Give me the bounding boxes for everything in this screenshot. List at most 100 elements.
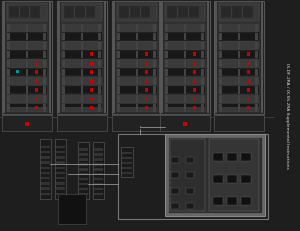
Bar: [227, 175, 237, 183]
Bar: [81, 60, 83, 68]
Bar: [7, 34, 10, 41]
Bar: [81, 87, 83, 94]
Bar: [219, 52, 222, 59]
Bar: [62, 42, 102, 51]
Bar: [62, 25, 65, 32]
Bar: [7, 105, 10, 112]
Bar: [247, 80, 250, 83]
Bar: [153, 105, 156, 112]
Bar: [136, 43, 138, 50]
Bar: [219, 33, 260, 42]
Bar: [20, 7, 29, 19]
Bar: [81, 52, 83, 59]
Bar: [49, 3, 51, 113]
Bar: [6, 4, 48, 112]
Bar: [207, 3, 209, 113]
Bar: [219, 25, 222, 32]
Bar: [171, 172, 179, 178]
Bar: [247, 97, 250, 101]
Bar: [34, 71, 38, 74]
Bar: [90, 71, 93, 74]
Bar: [165, 104, 206, 112]
Bar: [79, 168, 88, 171]
Bar: [247, 71, 250, 74]
Bar: [256, 87, 259, 94]
Bar: [153, 52, 156, 59]
Bar: [219, 60, 260, 68]
Bar: [165, 24, 206, 33]
Bar: [165, 33, 206, 42]
Bar: [26, 69, 28, 76]
Bar: [165, 42, 206, 51]
Bar: [41, 172, 50, 174]
Bar: [165, 78, 206, 86]
Bar: [56, 182, 65, 185]
Bar: [41, 146, 50, 149]
Bar: [98, 105, 101, 112]
Bar: [2, 2, 52, 115]
Bar: [7, 24, 47, 33]
Bar: [262, 3, 263, 113]
Bar: [3, 3, 5, 113]
Bar: [79, 188, 88, 190]
Bar: [7, 78, 10, 85]
Bar: [117, 78, 157, 86]
Bar: [62, 60, 65, 68]
Bar: [178, 7, 188, 19]
Bar: [219, 86, 260, 95]
Bar: [256, 69, 259, 76]
Bar: [26, 52, 28, 59]
Bar: [242, 197, 251, 205]
Bar: [153, 87, 156, 94]
Bar: [219, 42, 260, 51]
Bar: [219, 34, 222, 41]
Bar: [117, 25, 120, 32]
Bar: [117, 78, 120, 85]
Bar: [201, 78, 204, 85]
Bar: [98, 52, 101, 59]
Bar: [117, 104, 157, 112]
Bar: [256, 43, 259, 50]
Bar: [43, 52, 46, 59]
Bar: [7, 108, 47, 112]
Bar: [201, 52, 204, 59]
Bar: [78, 142, 89, 199]
Bar: [167, 7, 177, 19]
Bar: [165, 51, 206, 59]
Bar: [215, 3, 217, 113]
Bar: [43, 96, 46, 103]
Bar: [43, 34, 46, 41]
Bar: [26, 25, 28, 32]
Bar: [62, 60, 102, 68]
Bar: [145, 71, 148, 74]
Bar: [238, 105, 240, 112]
Bar: [81, 25, 83, 32]
Bar: [0, 118, 274, 231]
Bar: [113, 3, 115, 113]
Bar: [168, 137, 262, 213]
Bar: [117, 95, 157, 104]
Bar: [145, 88, 148, 92]
Bar: [90, 106, 93, 110]
Bar: [247, 106, 250, 110]
Bar: [7, 43, 10, 50]
Bar: [145, 80, 148, 83]
Bar: [7, 69, 47, 77]
Bar: [232, 7, 242, 19]
Bar: [41, 151, 50, 154]
Bar: [165, 96, 168, 103]
Bar: [165, 25, 168, 32]
Bar: [117, 4, 157, 22]
Bar: [136, 52, 138, 59]
Bar: [256, 105, 259, 112]
Bar: [165, 60, 168, 68]
Bar: [184, 105, 186, 112]
Bar: [16, 71, 19, 74]
Bar: [161, 3, 163, 113]
Bar: [41, 162, 50, 164]
Bar: [247, 80, 250, 83]
Bar: [94, 173, 103, 176]
Bar: [117, 34, 120, 41]
Bar: [90, 71, 93, 74]
Bar: [136, 96, 138, 103]
